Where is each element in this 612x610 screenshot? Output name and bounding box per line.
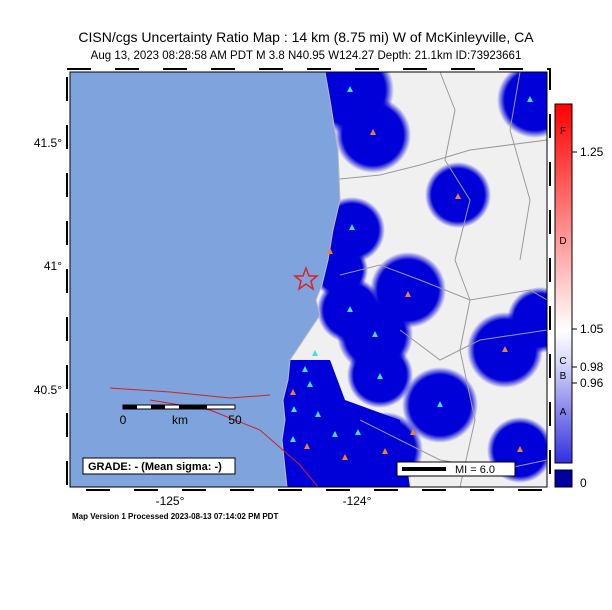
grade-letter: A (560, 407, 567, 418)
scale-label: 50 (228, 413, 242, 427)
mi-box (396, 461, 516, 477)
grade-letter: C (559, 356, 566, 367)
colorbar-tick: 0.98 (580, 360, 604, 374)
grade-letter: B (560, 371, 567, 382)
scale-bar: km 0 50 (120, 404, 242, 427)
map: km 0 50 GRADE: - (Mean sigma: -) MI = 6.… (66, 68, 551, 491)
lat-label: 41.5° (34, 136, 62, 150)
colorbar-tick: 1.05 (580, 322, 604, 336)
colorbar-tick: 0.96 (580, 376, 604, 390)
colorbar-tick: 0 (580, 476, 587, 490)
grade-letter: F (560, 126, 566, 137)
lon-label: -124° (343, 494, 372, 508)
scale-label: 0 (120, 413, 127, 427)
subtitle: Aug 13, 2023 08:28:58 AM PDT M 3.8 N40.9… (91, 50, 522, 62)
scale-unit: km (172, 413, 188, 427)
lat-label: 40.5° (34, 383, 62, 397)
grade: GRADE: - (Mean sigma: -) (88, 461, 222, 473)
footer: Map Version 1 Processed 2023-08-13 07:14… (72, 512, 278, 521)
epicenter (292, 265, 320, 291)
title: CISN/cgs Uncertainty Ratio Map : 14 km (… (78, 29, 534, 45)
lon-label: -125° (156, 494, 185, 508)
colorbar: F D C B A 1.25 1.05 0.98 0.96 0 (554, 103, 604, 490)
grade-letter: D (559, 236, 566, 247)
colorbar-tick: 1.25 (580, 145, 604, 159)
grade-box (82, 457, 236, 475)
frame (66, 68, 551, 491)
stations (290, 86, 533, 460)
lat-label: 41° (44, 259, 62, 273)
mi-legend: MI = 6.0 (455, 464, 495, 476)
